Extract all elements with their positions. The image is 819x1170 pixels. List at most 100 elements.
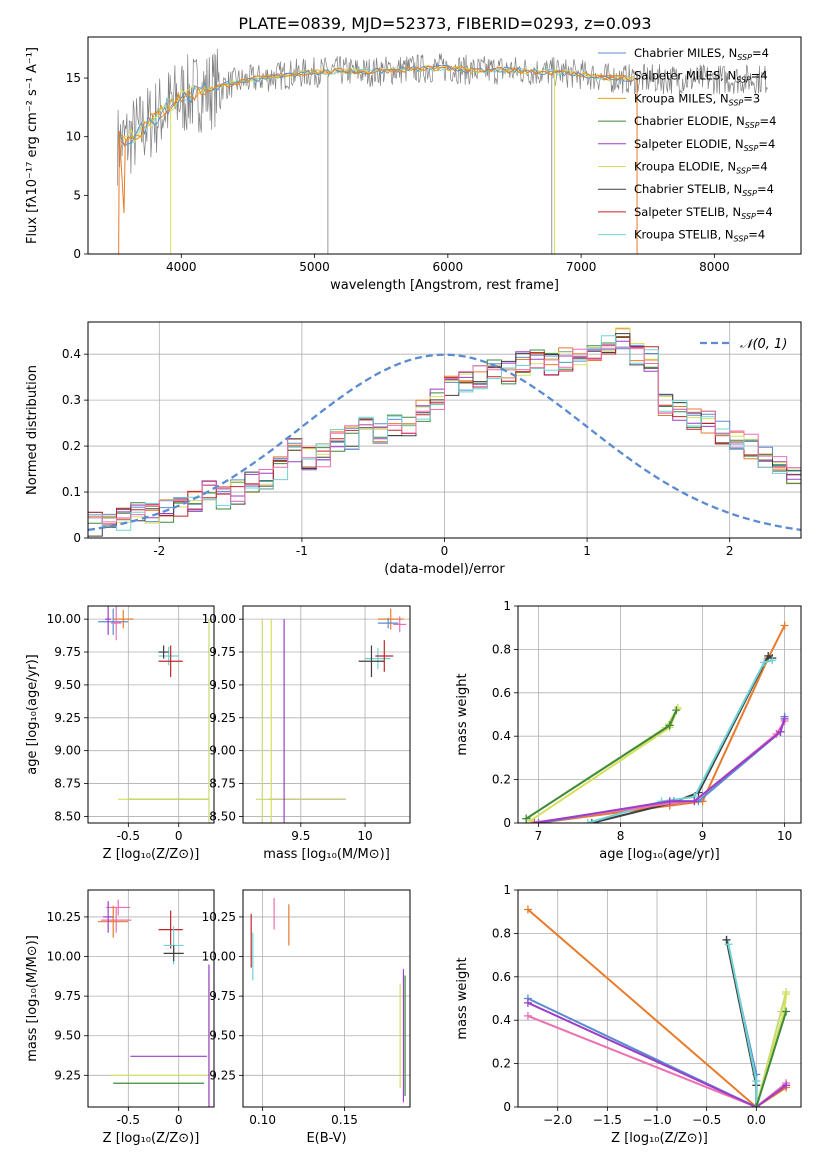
spectrum-model-line [120,64,635,147]
weight-marker [583,819,592,823]
x-axis-label: age [log₁₀(age/yr)] [599,847,720,862]
x-tick-label: 0 [175,829,183,843]
y-tick-label: 5 [73,188,81,202]
y-tick-label: 0.8 [492,642,511,656]
weight-marker [724,940,733,949]
x-axis-label: wavelength [Angstrom, rest frame] [330,278,559,293]
plot-frame [87,889,215,1108]
weight-marker [523,1011,532,1020]
y-tick-label: 9.25 [54,711,81,725]
x-tick-label: 10 [777,829,792,843]
plot-frame [87,36,802,255]
weight-marker [530,819,539,823]
plot-area [255,608,407,823]
y-axis-label: Normed distribution [25,365,40,495]
chart-age_vs_mass: 9.5 10 8.50 8.75 9.00 9.25 9.50 9.75 10.00 mass [… [202,605,411,862]
plot-area [250,897,406,1103]
y-tick-label: 0.2 [62,439,81,453]
chart-mass_weight_vs_age: 7 8 9 10 0 0.2 0.4 0.6 0.8 1 age [log₁₀(age/yr)] ma… [455,599,802,862]
x-tick-label: 4000 [166,260,197,274]
x-tick-label: 9 [699,829,707,843]
errorbar-point [163,945,184,962]
y-tick-label: 9.50 [209,678,236,692]
y-tick-label: 0.6 [492,686,511,700]
normal-curve [88,353,801,532]
y-tick-label: 0 [503,1100,511,1114]
legend-label: Salpeter MILES, NSSP=4 [634,69,768,85]
x-tick-label: 6000 [433,260,464,274]
spectrum-legend: Chabrier MILES, NSSP=4 Salpeter MILES, NS… [598,46,776,244]
x-tick-label: 0 [175,1113,183,1127]
y-axis-label: mass [log₁₀(M/M⊙)] [25,935,40,1062]
plot-frame [517,889,802,1108]
x-tick-label: 7000 [566,260,597,274]
weight-line [727,944,758,1107]
weight-marker [780,714,789,723]
x-tick-label: 0.0 [747,1113,766,1127]
histogram-series [88,340,801,527]
weight-marker [665,721,674,730]
y-tick-label: 0.4 [62,347,81,361]
x-tick-label: 9.5 [291,829,310,843]
y-tick-label: 0 [503,816,511,830]
figure-title: PLATE=0839, MJD=52373, FIBERID=0293, z=0… [238,14,651,33]
y-tick-label: 0.8 [492,926,511,940]
chart-spectrum: 4000 5000 6000 7000 8000 0 5 10 15 wavelength [An… [25,36,802,293]
spectrum-model-edge [88,130,126,254]
y-axis-label: mass weight [455,957,470,1039]
histogram-series [88,344,801,523]
x-axis-label: (data-model)/error [384,562,505,577]
weight-marker [760,658,769,667]
y-tick-label: 9.75 [209,645,236,659]
legend-label: Chabrier MILES, NSSP=4 [634,46,769,62]
histogram-series [88,333,801,537]
weight-line [525,709,678,820]
y-tick-label: 0.1 [62,485,81,499]
chart-mass_weight_vs_Z: −2.0 −1.5 −1.0 −0.5 0.0 0 0.2 0.4 0.6 0.8 1 Z [log₁… [455,883,802,1146]
residuals-legend: 𝒩(0, 1) [700,337,787,352]
x-tick-label: 2 [726,544,734,558]
plot-area [523,905,791,1107]
y-tick-label: 0 [73,531,81,545]
weight-line [527,939,758,1107]
x-tick-label: −0.5 [692,1113,721,1127]
x-axis-label: Z [log₁₀(Z/Z⊙)] [611,1131,708,1146]
legend-label: Salpeter STELIB, NSSP=4 [634,205,773,221]
weight-line [527,1014,787,1107]
y-tick-label: 10.00 [202,612,236,626]
x-tick-label: -1 [296,544,308,558]
x-tick-label: 0.10 [249,1113,276,1127]
errorbar-point [358,645,385,678]
y-tick-label: 15 [66,71,81,85]
errorbar-point [377,617,399,629]
weight-marker [722,935,731,944]
spectrum-model-line [120,65,635,148]
errorbar-point [101,907,132,933]
plot-area [98,899,210,1107]
y-tick-label: 8.50 [54,809,81,823]
errorbar-point [158,645,169,659]
y-tick-label: 8.75 [54,777,81,791]
weight-marker [768,656,777,665]
errorbar-point [365,648,391,670]
legend-label: Chabrier STELIB, NSSP=4 [634,182,774,198]
y-tick-label: 9.50 [209,1029,236,1043]
errorbar-point [111,606,122,641]
x-tick-label: 7 [535,829,543,843]
errorbar-point [106,899,131,916]
y-tick-label: 1 [503,599,511,613]
y-tick-label: 9.50 [54,1029,81,1043]
weight-marker [522,814,531,823]
weight-marker [780,621,789,630]
plot-area [98,606,210,823]
y-tick-label: 10.25 [202,910,236,924]
x-axis-label: Z [log₁₀(Z/Z⊙)] [103,1131,200,1146]
x-axis-label: mass [log₁₀(M/M⊙)] [263,847,390,862]
y-tick-label: 0.6 [492,970,511,984]
x-tick-label: −2.0 [543,1113,572,1127]
y-axis-label: age [log₁₀(age/yr)] [25,654,40,775]
legend-label: Salpeter ELODIE, NSSP=4 [634,137,775,153]
weight-line [587,659,773,823]
errorbar-point [375,640,394,672]
